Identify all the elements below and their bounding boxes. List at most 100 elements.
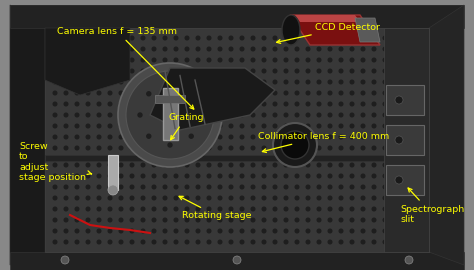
Circle shape <box>141 135 145 139</box>
Circle shape <box>416 185 420 189</box>
Circle shape <box>207 113 211 117</box>
Circle shape <box>251 163 255 167</box>
Circle shape <box>350 229 354 233</box>
Circle shape <box>174 196 178 200</box>
Circle shape <box>196 58 200 62</box>
Circle shape <box>229 146 233 150</box>
Circle shape <box>383 135 387 139</box>
Circle shape <box>350 185 354 189</box>
Circle shape <box>207 58 211 62</box>
Polygon shape <box>45 28 130 95</box>
Circle shape <box>416 91 420 95</box>
Circle shape <box>64 229 68 233</box>
Circle shape <box>295 229 299 233</box>
Bar <box>384 28 429 252</box>
Circle shape <box>306 80 310 84</box>
Circle shape <box>405 174 409 178</box>
Circle shape <box>262 163 266 167</box>
Circle shape <box>405 102 409 106</box>
Circle shape <box>328 102 332 106</box>
Circle shape <box>130 91 134 95</box>
Text: CCD Detector: CCD Detector <box>277 22 380 43</box>
Circle shape <box>163 91 167 95</box>
Circle shape <box>207 163 211 167</box>
Circle shape <box>240 185 244 189</box>
Circle shape <box>416 113 420 117</box>
Circle shape <box>284 185 288 189</box>
Circle shape <box>240 218 244 222</box>
Circle shape <box>273 174 277 178</box>
Circle shape <box>317 163 321 167</box>
Circle shape <box>295 102 299 106</box>
Circle shape <box>207 47 211 51</box>
Circle shape <box>350 69 354 73</box>
Circle shape <box>108 146 112 150</box>
Circle shape <box>141 174 145 178</box>
Circle shape <box>185 124 189 128</box>
Circle shape <box>273 207 277 211</box>
Circle shape <box>75 146 79 150</box>
Circle shape <box>383 80 387 84</box>
Circle shape <box>328 47 332 51</box>
Bar <box>45 158 429 252</box>
Circle shape <box>119 240 123 244</box>
Circle shape <box>141 36 145 40</box>
Circle shape <box>361 207 365 211</box>
Circle shape <box>196 185 200 189</box>
Circle shape <box>64 135 68 139</box>
Circle shape <box>372 47 376 51</box>
Circle shape <box>317 80 321 84</box>
Circle shape <box>218 185 222 189</box>
Circle shape <box>405 36 409 40</box>
Circle shape <box>394 146 398 150</box>
Circle shape <box>86 146 90 150</box>
Text: Rotating stage: Rotating stage <box>179 196 252 221</box>
Circle shape <box>86 240 90 244</box>
Circle shape <box>196 91 200 95</box>
Circle shape <box>383 102 387 106</box>
Circle shape <box>130 240 134 244</box>
Circle shape <box>295 113 299 117</box>
Circle shape <box>97 113 101 117</box>
Circle shape <box>284 102 288 106</box>
Circle shape <box>141 185 145 189</box>
Circle shape <box>273 102 277 106</box>
Circle shape <box>130 185 134 189</box>
Circle shape <box>119 58 123 62</box>
Circle shape <box>284 80 288 84</box>
Circle shape <box>240 207 244 211</box>
Circle shape <box>196 174 200 178</box>
Circle shape <box>64 163 68 167</box>
Circle shape <box>196 207 200 211</box>
Circle shape <box>185 218 189 222</box>
Circle shape <box>53 91 57 95</box>
Circle shape <box>328 91 332 95</box>
Circle shape <box>174 36 178 40</box>
Circle shape <box>229 124 233 128</box>
Circle shape <box>108 135 112 139</box>
Circle shape <box>416 146 420 150</box>
Circle shape <box>196 80 200 84</box>
Circle shape <box>119 113 123 117</box>
Circle shape <box>328 185 332 189</box>
Circle shape <box>130 47 134 51</box>
Circle shape <box>75 229 79 233</box>
Circle shape <box>262 113 266 117</box>
Circle shape <box>75 113 79 117</box>
Circle shape <box>196 47 200 51</box>
Circle shape <box>394 218 398 222</box>
Circle shape <box>218 135 222 139</box>
Circle shape <box>295 58 299 62</box>
Circle shape <box>240 124 244 128</box>
Circle shape <box>339 113 343 117</box>
Circle shape <box>317 91 321 95</box>
Circle shape <box>86 80 90 84</box>
Circle shape <box>174 113 178 117</box>
Circle shape <box>75 163 79 167</box>
Circle shape <box>174 240 178 244</box>
Circle shape <box>383 69 387 73</box>
Circle shape <box>174 146 178 150</box>
Circle shape <box>394 185 398 189</box>
Circle shape <box>372 80 376 84</box>
Circle shape <box>97 124 101 128</box>
